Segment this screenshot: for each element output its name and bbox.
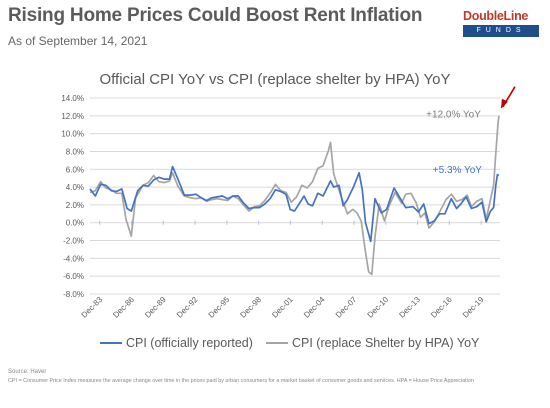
- chart-legend: CPI (officially reported) CPI (replace S…: [0, 336, 550, 354]
- legend-item-cpi-hpa: CPI (replace Shelter by HPA) YoY: [266, 336, 479, 350]
- page-title: Rising Home Prices Could Boost Rent Infl…: [8, 5, 423, 26]
- legend-swatch-cpi: [100, 342, 122, 344]
- series-line-cpi-hpa: [89, 115, 500, 276]
- x-tick-label: Dec-95: [207, 295, 232, 320]
- brand-logo: DoubleLine FUNDS: [463, 9, 539, 39]
- x-tick-label: Dec-13: [397, 295, 422, 320]
- y-tick-label: 0.0%: [66, 219, 84, 228]
- footnote: CPI = Consumer Price Index measures the …: [8, 378, 474, 384]
- y-tick-label: 4.0%: [66, 183, 84, 192]
- y-tick-label: 8.0%: [66, 147, 84, 156]
- arrow-head-icon: [500, 98, 508, 109]
- source-note: Source: Haver: [8, 369, 47, 375]
- legend-swatch-cpi-hpa: [266, 342, 288, 344]
- x-tick-label: Dec-04: [302, 295, 327, 320]
- y-tick-label: 12.0%: [61, 112, 84, 121]
- y-tick-label: -8.0%: [63, 290, 84, 299]
- x-tick-label: Dec-98: [238, 295, 263, 320]
- legend-item-cpi: CPI (officially reported): [100, 336, 253, 350]
- annotation-hpa: +12.0% YoY: [426, 110, 481, 121]
- x-tick-label: Dec-19: [461, 295, 486, 320]
- y-tick-label: 10.0%: [61, 130, 84, 139]
- y-tick-label: -4.0%: [63, 254, 84, 263]
- y-tick-label: -2.0%: [63, 237, 84, 246]
- page-subtitle: As of September 14, 2021: [8, 34, 148, 48]
- x-tick-label: Dec-89: [143, 295, 168, 320]
- y-tick-label: 6.0%: [66, 165, 84, 174]
- x-tick-label: Dec-07: [334, 295, 359, 320]
- x-tick-label: Dec-10: [366, 295, 391, 320]
- x-tick-label: Dec-86: [111, 295, 136, 320]
- series-line-cpi: [89, 165, 500, 243]
- brand-logo-subtext: FUNDS: [463, 25, 539, 37]
- line-chart: Official CPI YoY vs CPI (replace shelter…: [61, 71, 516, 320]
- y-tick-label: 2.0%: [66, 201, 84, 210]
- x-tick-label: Dec-16: [429, 295, 454, 320]
- legend-label-cpi: CPI (officially reported): [126, 336, 253, 350]
- chart-title: Official CPI YoY vs CPI (replace shelter…: [99, 71, 450, 88]
- x-tick-label: Dec-92: [175, 295, 200, 320]
- x-tick-label: Dec-01: [270, 295, 295, 320]
- brand-logo-text: DoubleLine: [463, 9, 529, 23]
- y-tick-label: 14.0%: [61, 94, 84, 103]
- legend-label-cpi-hpa: CPI (replace Shelter by HPA) YoY: [292, 336, 480, 350]
- y-tick-label: -6.0%: [63, 272, 84, 281]
- annotation-cpi: +5.3% YoY: [433, 165, 483, 176]
